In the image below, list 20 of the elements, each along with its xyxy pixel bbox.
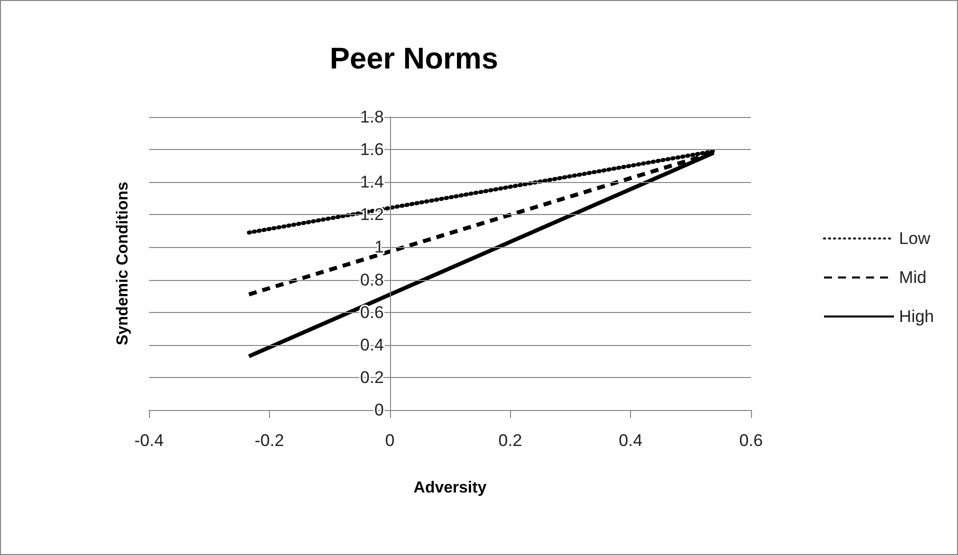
x-tick-label: 0.4: [618, 431, 642, 450]
y-tick-label: 0.2: [360, 368, 384, 387]
y-tick-label: 1: [374, 238, 384, 257]
y-tick-label: 1.8: [360, 108, 384, 126]
y-tick-label: 1.4: [360, 172, 384, 192]
x-tick-label: -0.4: [134, 431, 164, 450]
x-axis-title: Adversity: [414, 480, 487, 496]
legend-label: Low: [899, 229, 931, 248]
y-tick-label: 0.8: [360, 270, 384, 290]
legend-label: High: [899, 307, 934, 326]
y-tick-label: 1.6: [360, 140, 384, 160]
y-axis-title: Syndemic Conditions: [114, 182, 132, 346]
chart-title: Peer Norms: [330, 42, 498, 76]
y-tick-label: 0.4: [360, 335, 384, 354]
x-tick-label: 0.6: [739, 431, 763, 450]
y-tick-label: 0.6: [360, 302, 384, 322]
legend-label: Mid: [899, 268, 926, 287]
x-tick-label: 0.2: [498, 431, 522, 450]
x-tick-label: -0.2: [254, 431, 284, 450]
y-tick-label: 0: [374, 400, 384, 420]
